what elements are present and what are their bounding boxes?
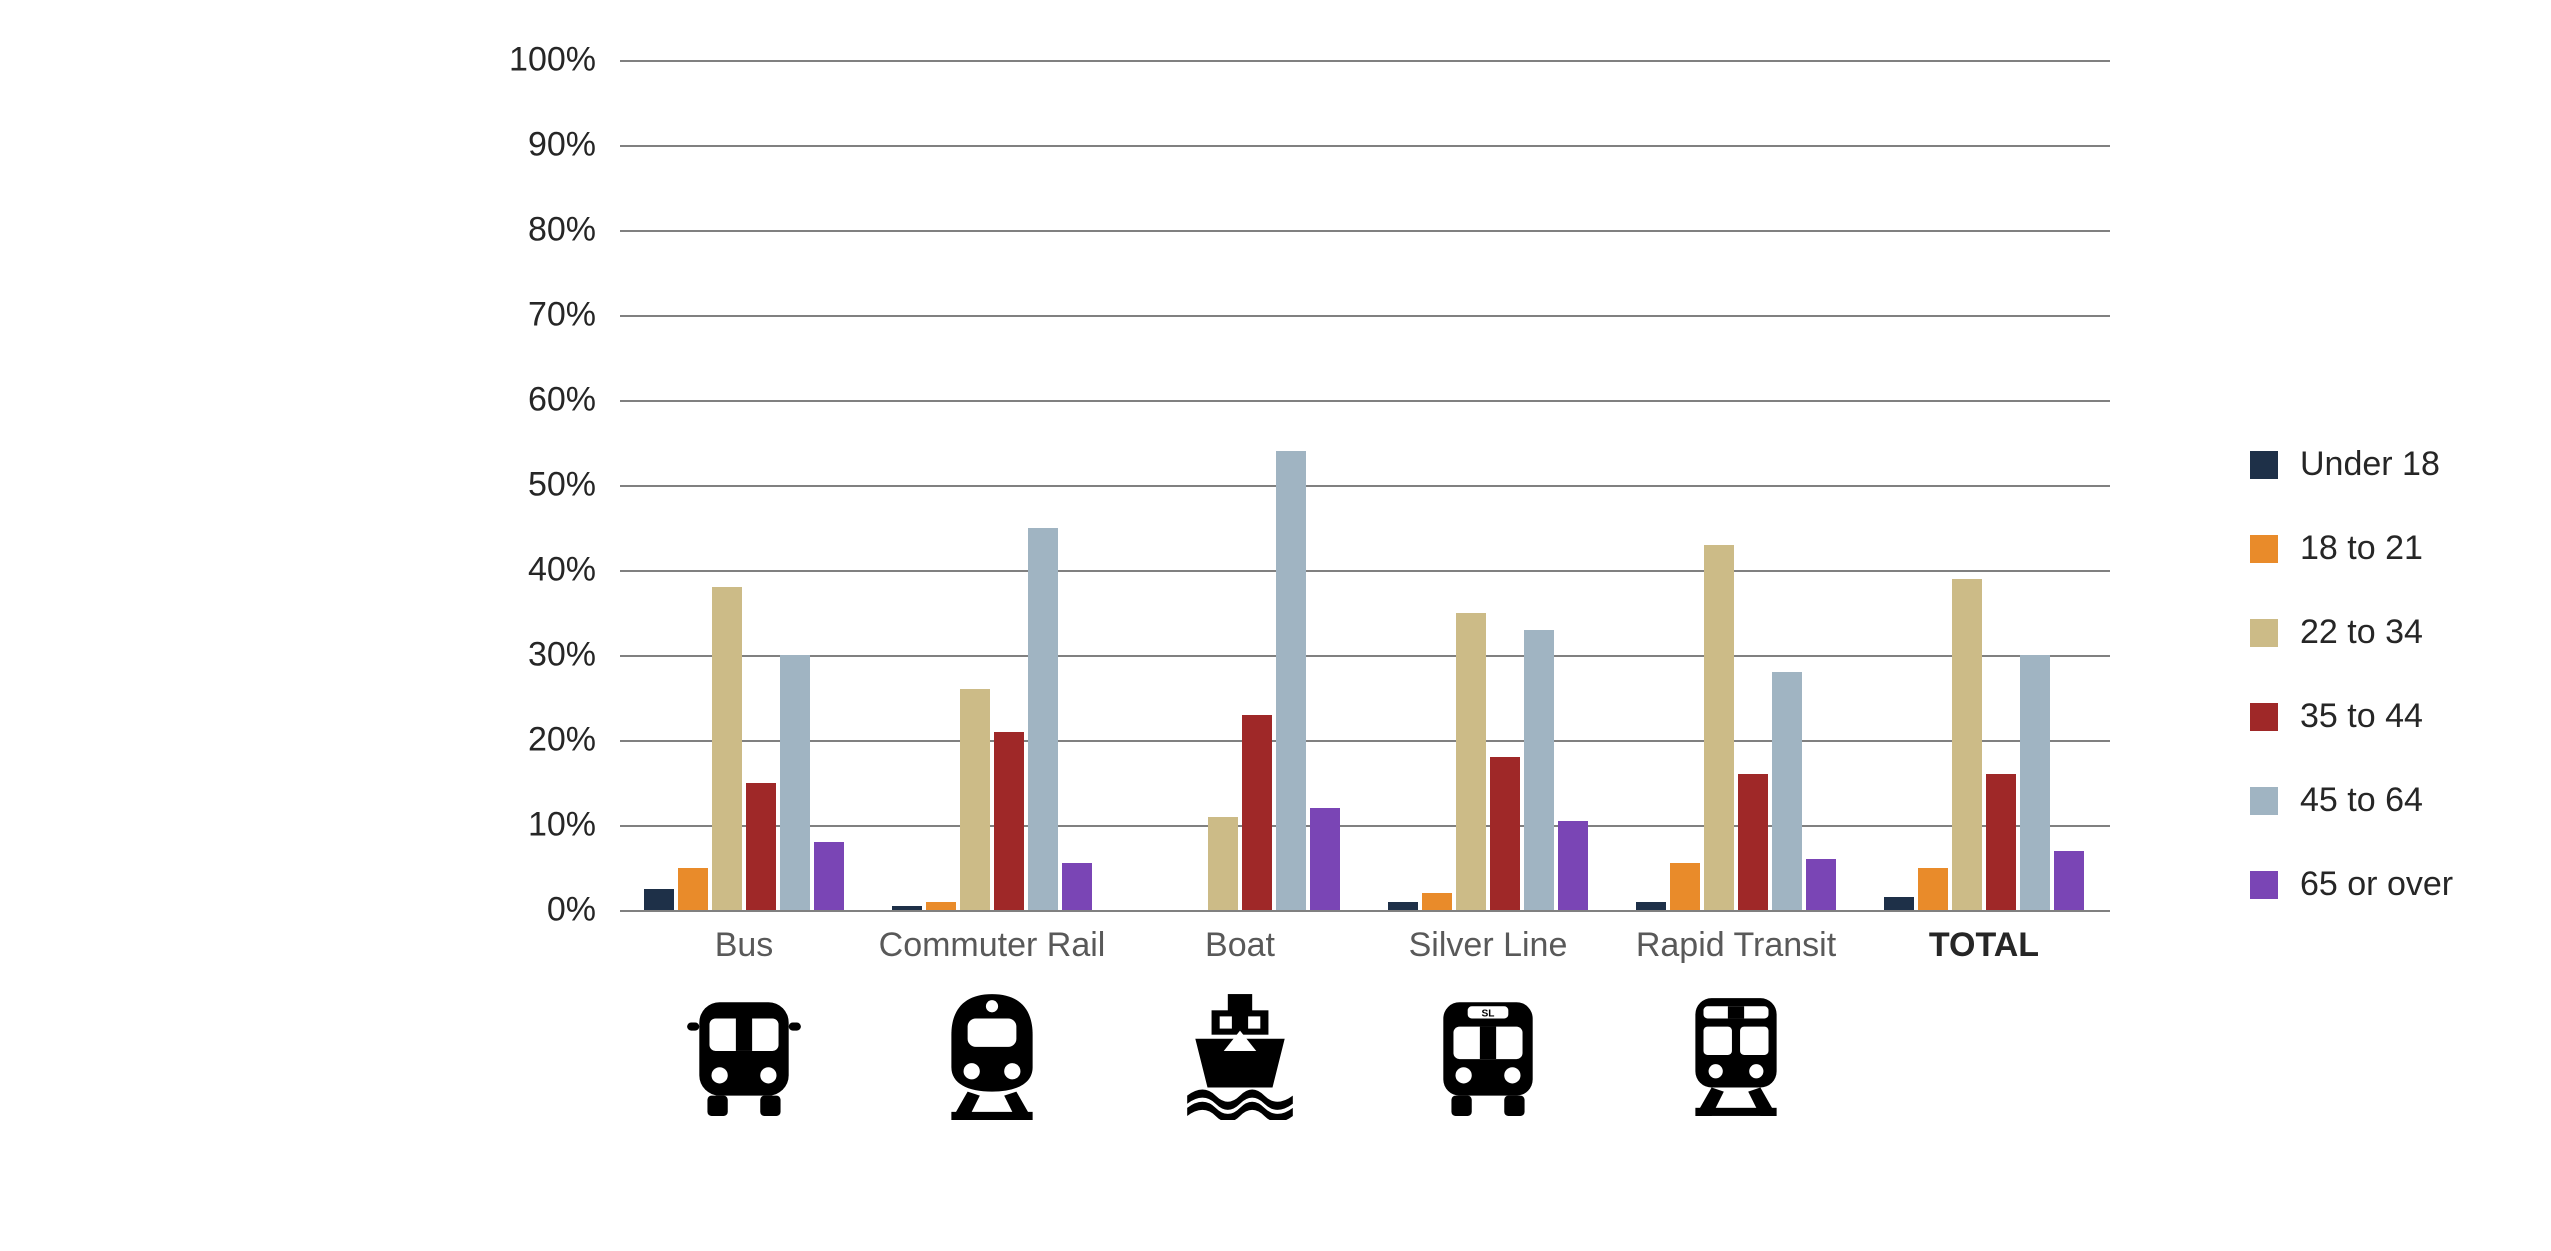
bar <box>926 902 956 911</box>
gridline <box>620 570 2110 572</box>
bar <box>1558 821 1588 910</box>
legend-item: 45 to 64 <box>2250 781 2423 820</box>
xtick-label-total: TOTAL <box>1824 926 2144 965</box>
bar <box>1738 774 1768 910</box>
bar <box>2054 851 2084 911</box>
ytick-label: 0% <box>0 891 596 930</box>
bar <box>1986 774 2016 910</box>
bar <box>644 889 674 910</box>
legend-item: 65 or over <box>2250 865 2453 904</box>
bar <box>1028 528 1058 911</box>
commuter-rail-icon <box>927 990 1057 1120</box>
bar <box>678 868 708 911</box>
x-axis-line <box>620 910 2110 912</box>
ytick-label: 60% <box>0 381 596 420</box>
gridline <box>620 230 2110 232</box>
bar <box>1422 893 1452 910</box>
bar <box>1704 545 1734 911</box>
ytick-label: 40% <box>0 551 596 590</box>
bar <box>1456 613 1486 911</box>
bus-icon <box>679 990 809 1120</box>
bar <box>1524 630 1554 911</box>
ytick-label: 70% <box>0 296 596 335</box>
legend-label: Under 18 <box>2300 445 2440 484</box>
bar <box>746 783 776 911</box>
bar <box>1310 808 1340 910</box>
bar <box>1062 863 1092 910</box>
legend-swatch <box>2250 619 2278 647</box>
bar <box>712 587 742 910</box>
bar <box>1490 757 1520 910</box>
legend-swatch <box>2250 535 2278 563</box>
svg-text:SL: SL <box>1482 1008 1495 1019</box>
bar <box>1276 451 1306 910</box>
legend-label: 35 to 44 <box>2300 697 2423 736</box>
ytick-label: 10% <box>0 806 596 845</box>
bar <box>1884 897 1914 910</box>
ytick-label: 90% <box>0 126 596 165</box>
legend-label: 45 to 64 <box>2300 781 2423 820</box>
gridline <box>620 315 2110 317</box>
gridline <box>620 145 2110 147</box>
legend-label: 22 to 34 <box>2300 613 2423 652</box>
legend-item: 35 to 44 <box>2250 697 2423 736</box>
rapid-transit-icon <box>1671 990 1801 1120</box>
gridline <box>620 655 2110 657</box>
ytick-label: 20% <box>0 721 596 760</box>
ytick-label: 50% <box>0 466 596 505</box>
bar <box>780 655 810 910</box>
bar <box>1208 817 1238 911</box>
bar <box>1242 715 1272 911</box>
gridline <box>620 400 2110 402</box>
bar <box>1952 579 1982 911</box>
bar <box>994 732 1024 911</box>
legend-item: 18 to 21 <box>2250 529 2423 568</box>
legend-swatch <box>2250 787 2278 815</box>
bar <box>1772 672 1802 910</box>
boat-icon <box>1175 990 1305 1120</box>
gridline <box>620 60 2110 62</box>
bar <box>2020 655 2050 910</box>
chart-stage: { "chart": { "type": "bar", "background_… <box>0 0 2551 1251</box>
legend-label: 65 or over <box>2300 865 2453 904</box>
ytick-label: 80% <box>0 211 596 250</box>
ytick-label: 30% <box>0 636 596 675</box>
legend-item: Under 18 <box>2250 445 2440 484</box>
bar <box>1806 859 1836 910</box>
gridline <box>620 740 2110 742</box>
legend-swatch <box>2250 871 2278 899</box>
bar <box>1388 902 1418 911</box>
legend-swatch <box>2250 451 2278 479</box>
bar <box>1670 863 1700 910</box>
legend-label: 18 to 21 <box>2300 529 2423 568</box>
bar <box>960 689 990 910</box>
bar <box>1636 902 1666 911</box>
bar <box>1918 868 1948 911</box>
legend-swatch <box>2250 703 2278 731</box>
gridline <box>620 825 2110 827</box>
silver-line-icon: SL <box>1423 990 1553 1120</box>
bar <box>892 906 922 910</box>
gridline <box>620 485 2110 487</box>
legend-item: 22 to 34 <box>2250 613 2423 652</box>
bar <box>814 842 844 910</box>
ytick-label: 100% <box>0 41 596 80</box>
